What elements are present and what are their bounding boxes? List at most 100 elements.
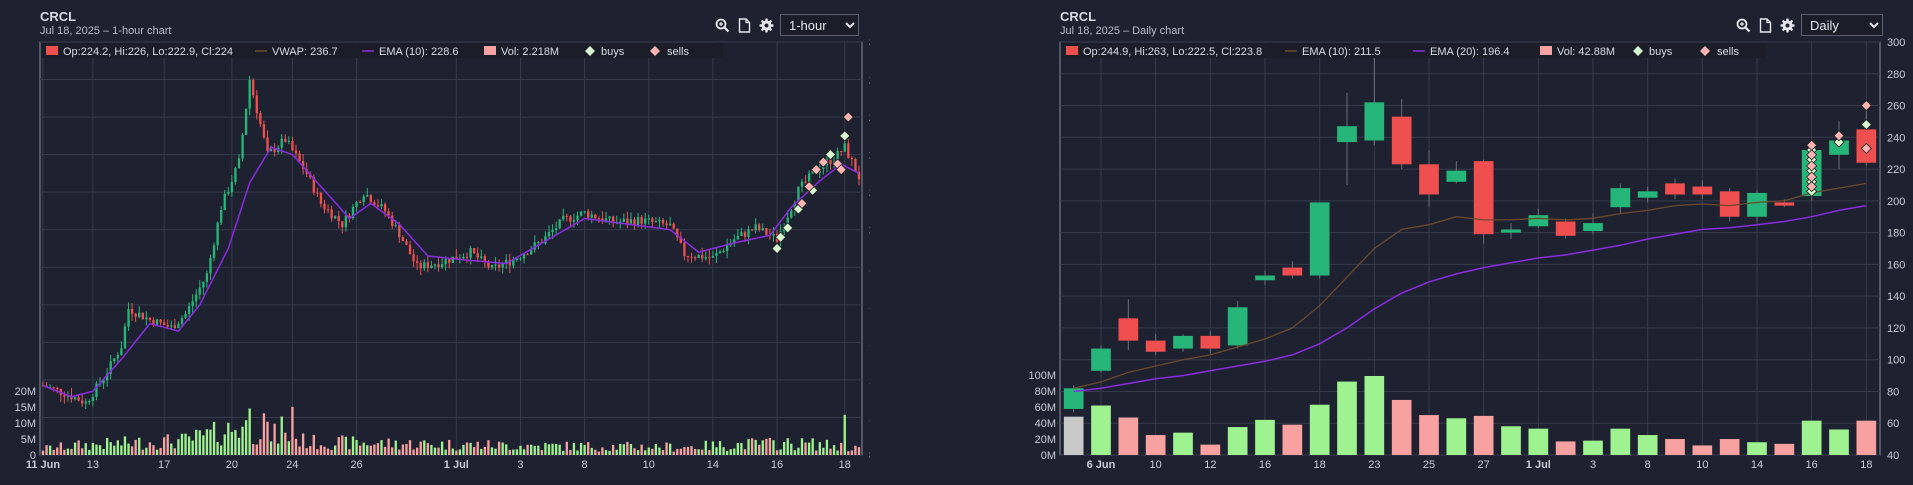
volume-bar	[736, 442, 740, 455]
candle	[294, 150, 298, 154]
volume-bar	[419, 441, 422, 455]
volume-bar	[398, 449, 401, 455]
gear-icon[interactable]	[1779, 17, 1796, 34]
volume-bar	[405, 443, 408, 455]
volume-bar	[1610, 428, 1631, 455]
candle	[1774, 202, 1795, 206]
candle	[661, 219, 665, 224]
candle	[220, 210, 223, 223]
volume-bar	[594, 449, 597, 455]
document-icon[interactable]	[736, 17, 753, 34]
volume-bar	[494, 448, 497, 455]
candle	[1173, 335, 1193, 349]
candle	[850, 157, 854, 160]
candle	[807, 173, 811, 182]
legend-volume: Vol: 2.218M	[501, 46, 559, 58]
zoom-icon[interactable]	[1735, 17, 1752, 34]
gear-icon[interactable]	[758, 17, 775, 34]
volume-bar	[554, 443, 558, 455]
ema10-line	[42, 146, 860, 398]
buy-marker	[824, 149, 837, 161]
candle	[743, 232, 747, 237]
document-icon[interactable]	[1757, 17, 1774, 34]
candle	[202, 281, 205, 288]
volume-bar	[70, 448, 73, 455]
timeframe-select[interactable]: Daily	[1801, 14, 1883, 36]
candle	[423, 262, 426, 269]
candle	[180, 318, 184, 324]
volume-bar	[105, 437, 109, 455]
volume-bar	[661, 450, 665, 455]
volume-bar	[162, 437, 166, 455]
x-tick-label: 18	[1860, 459, 1872, 471]
candle	[547, 232, 551, 237]
candle	[394, 225, 397, 227]
volume-bar	[380, 440, 383, 455]
candle	[63, 394, 66, 397]
volume-bar	[608, 450, 611, 455]
volume-bar	[187, 436, 191, 455]
candle	[1419, 164, 1439, 195]
candle	[515, 258, 519, 261]
volume-bar	[113, 445, 116, 455]
candle	[711, 255, 715, 258]
volume-bar	[473, 447, 476, 455]
volume-bar	[483, 447, 487, 455]
volume-bar	[530, 444, 533, 455]
candle	[672, 223, 675, 229]
volume-bar	[1583, 440, 1603, 455]
y-tick-label: 140	[1887, 291, 1905, 303]
volume-bar	[155, 449, 159, 455]
candle	[512, 260, 515, 266]
timeframe-select[interactable]: 1-hour	[780, 14, 859, 36]
volume-bar	[480, 448, 483, 455]
volume-bar	[91, 442, 95, 455]
candle	[209, 257, 212, 274]
toolbar: Daily	[1735, 14, 1883, 36]
volume-bar	[651, 448, 654, 455]
legend-sells: sells	[1717, 46, 1740, 58]
candle	[152, 319, 155, 326]
zoom-icon[interactable]	[714, 17, 731, 34]
volume-bar	[1774, 443, 1795, 455]
x-tick-label: 8	[1645, 459, 1651, 471]
volume-bar	[180, 433, 184, 455]
candle	[262, 124, 266, 138]
volume-bar	[783, 441, 786, 455]
x-tick-label: 14	[1751, 459, 1763, 471]
candle	[205, 273, 209, 282]
candle	[747, 229, 750, 237]
ema10-line	[1073, 182, 1867, 389]
candle	[800, 181, 804, 187]
legend-swatch	[46, 46, 58, 55]
volume-bar	[843, 414, 846, 455]
candle	[676, 228, 679, 238]
volume-bar	[701, 449, 704, 455]
volume-bar	[626, 441, 629, 455]
volume-bar	[373, 444, 376, 455]
candle	[426, 262, 429, 268]
candle	[519, 258, 522, 260]
candle	[344, 215, 348, 228]
candle	[693, 257, 697, 259]
candle	[184, 313, 187, 319]
volume-bar	[323, 446, 326, 455]
volume-bar	[351, 436, 355, 455]
candle	[77, 397, 80, 401]
legend-buys: buys	[1649, 46, 1673, 58]
volume-bar	[800, 438, 804, 455]
legend-ema10: EMA (10): 211.5	[1302, 46, 1381, 58]
candle	[1309, 202, 1330, 276]
volume-bar	[1255, 419, 1275, 455]
candle	[490, 264, 494, 268]
candle	[686, 256, 690, 258]
candle	[1719, 191, 1740, 217]
candle	[647, 218, 650, 220]
candle	[1200, 335, 1221, 349]
volume-bar	[840, 442, 843, 455]
candle	[1473, 161, 1494, 235]
candle	[255, 95, 258, 114]
volume-bar	[672, 451, 675, 455]
candle	[130, 308, 134, 314]
volume-bar	[305, 448, 308, 455]
